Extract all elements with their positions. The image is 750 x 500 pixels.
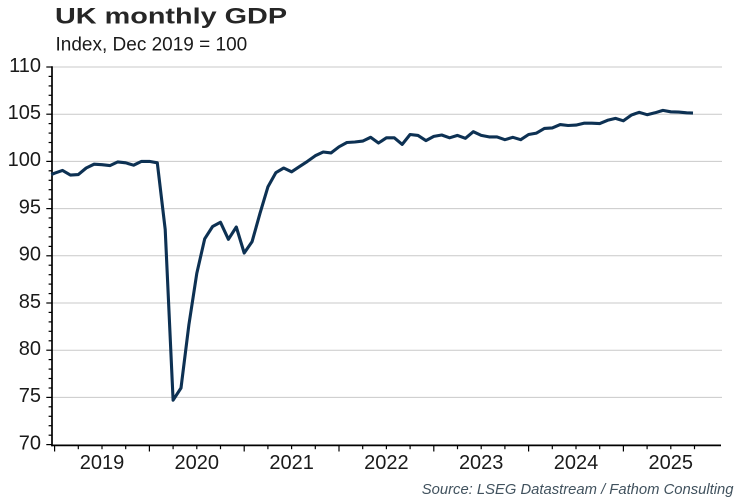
svg-text:2022: 2022 bbox=[364, 452, 409, 474]
svg-text:90: 90 bbox=[19, 244, 41, 266]
svg-text:95: 95 bbox=[19, 196, 41, 218]
svg-text:70: 70 bbox=[19, 432, 41, 454]
svg-text:Source: LSEG Datastream / Fath: Source: LSEG Datastream / Fathom Consult… bbox=[422, 482, 734, 498]
svg-text:110: 110 bbox=[9, 55, 41, 77]
svg-text:100: 100 bbox=[8, 149, 41, 171]
svg-text:85: 85 bbox=[19, 291, 41, 313]
svg-text:2025: 2025 bbox=[649, 452, 694, 474]
svg-text:UK monthly GDP: UK monthly GDP bbox=[55, 5, 287, 29]
svg-text:2019: 2019 bbox=[80, 452, 125, 474]
svg-text:Index, Dec 2019 = 100: Index, Dec 2019 = 100 bbox=[56, 35, 248, 56]
svg-text:105: 105 bbox=[8, 102, 41, 124]
svg-text:2024: 2024 bbox=[554, 452, 599, 474]
svg-text:2020: 2020 bbox=[175, 452, 220, 474]
svg-text:2021: 2021 bbox=[269, 452, 314, 474]
svg-text:75: 75 bbox=[19, 385, 41, 407]
svg-text:80: 80 bbox=[19, 338, 41, 360]
svg-text:2023: 2023 bbox=[459, 452, 504, 474]
